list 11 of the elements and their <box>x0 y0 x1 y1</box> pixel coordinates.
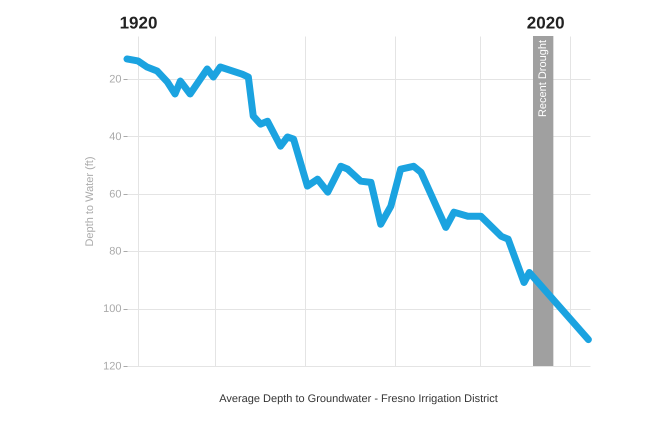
band-label: Recent Drought <box>537 40 550 118</box>
text: Average Depth to Groundwater - Fresno Irrigation District <box>219 393 498 405</box>
y-tick-label: 80 <box>109 246 122 258</box>
y-tick-label: 120 <box>103 360 122 372</box>
y-axis-title: Depth to Water (ft) <box>84 156 96 247</box>
y-tick-label: 60 <box>109 188 122 200</box>
y-tick-label: 40 <box>109 130 122 143</box>
y-tick-label: 100 <box>103 303 122 316</box>
y-tick-label: 20 <box>109 74 122 86</box>
x-tick-label: 2020 <box>526 14 565 32</box>
x-tick-label: 1920 <box>120 14 158 32</box>
